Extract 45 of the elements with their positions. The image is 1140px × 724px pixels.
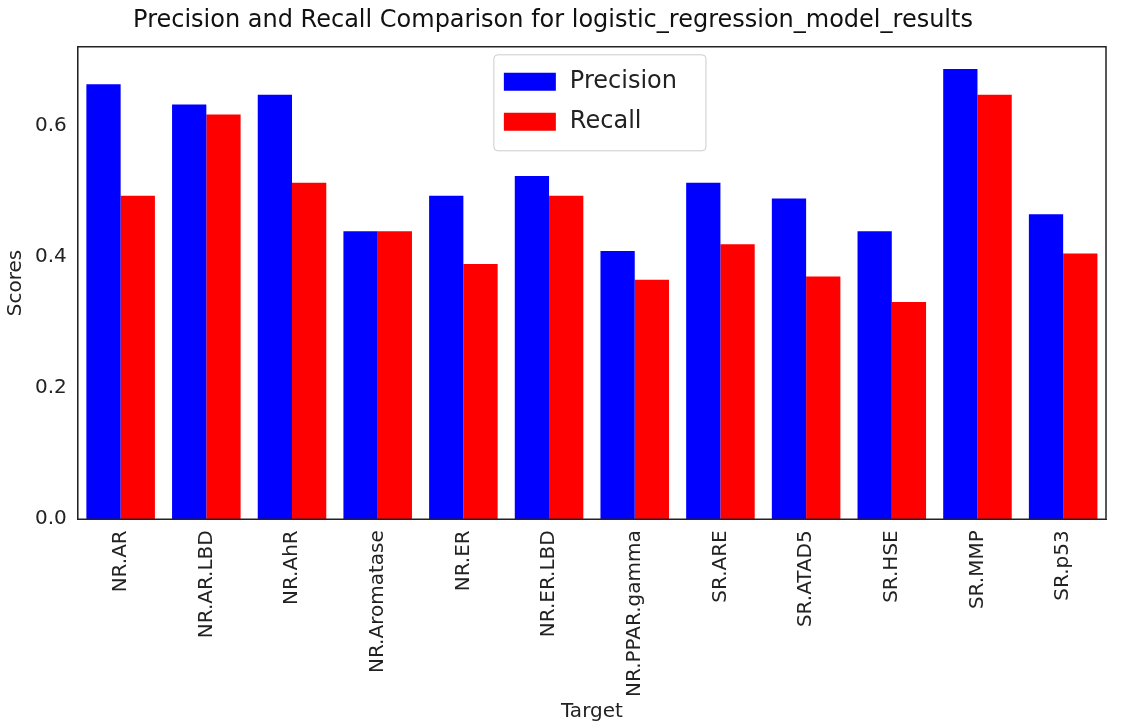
x-tick-label: SR.HSE — [878, 530, 902, 603]
bar — [771, 198, 807, 520]
bar — [943, 69, 978, 520]
bar — [343, 231, 378, 520]
bar — [172, 104, 207, 520]
chart-title: Precision and Recall Comparison for logistic_regression_model_results — [133, 4, 973, 33]
legend-label: Precision — [569, 66, 677, 95]
x-tick-label: NR.AR.LBD — [192, 530, 217, 639]
x-tick-label: NR.PPAR.gamma — [620, 530, 645, 698]
y-axis-title: Scores — [2, 249, 27, 317]
bar — [1063, 253, 1098, 520]
bar — [891, 302, 927, 520]
x-axis-title: Target — [559, 698, 623, 723]
y-tick-label: 0.6 — [34, 111, 67, 136]
bar — [720, 244, 755, 520]
x-tick-label: NR.Aromatase — [363, 530, 388, 674]
x-tick-label: SR.ATAD5 — [792, 530, 817, 628]
x-tick-label: SR.MMP — [963, 530, 988, 610]
y-tick-label: 0.4 — [34, 242, 67, 267]
bar — [634, 279, 670, 520]
bar — [686, 182, 721, 520]
bar — [977, 94, 1012, 520]
x-tick-label: NR.AR — [106, 530, 131, 593]
y-tick-label: 0.2 — [34, 374, 67, 399]
x-tick-label: NR.ER.LBD — [535, 530, 560, 638]
x-tick-label: SR.ARE — [706, 530, 731, 603]
bar — [600, 250, 635, 520]
bar — [257, 94, 293, 520]
bar — [857, 231, 892, 520]
y-tick-label: 0.0 — [34, 505, 67, 530]
bar — [806, 276, 841, 520]
bar — [86, 84, 121, 520]
bar — [1028, 214, 1064, 520]
x-tick-label: SR.p53 — [1049, 530, 1074, 601]
bar — [429, 195, 464, 520]
bar — [514, 176, 550, 520]
legend-label: Recall — [569, 106, 642, 135]
bar — [120, 195, 155, 520]
bar — [292, 182, 327, 520]
x-tick-label: NR.ER — [449, 530, 474, 592]
bar — [206, 114, 241, 520]
bar — [377, 231, 412, 520]
bar — [549, 195, 584, 520]
x-tick-label: NR.AhR — [278, 530, 303, 606]
bar — [463, 264, 498, 520]
